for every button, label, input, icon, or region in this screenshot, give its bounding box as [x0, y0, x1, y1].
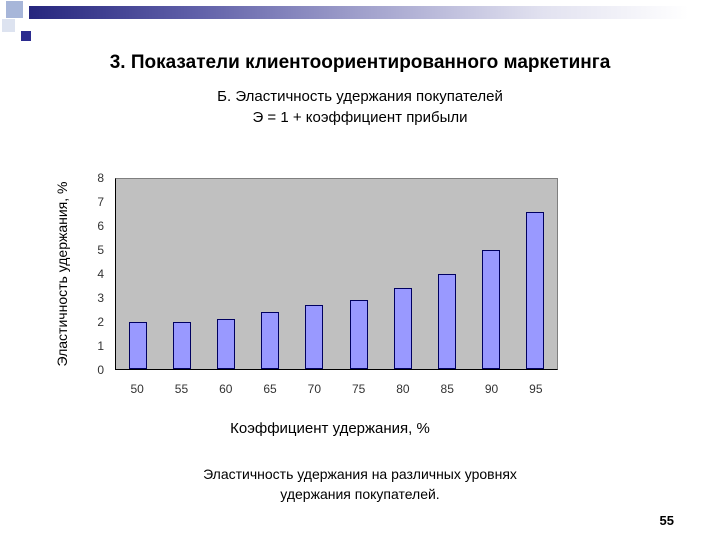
bar-slot: [469, 179, 513, 369]
x-axis-title: Коэффициент удержания, %: [230, 420, 430, 437]
bar-65: [261, 312, 280, 369]
bar-slot: [116, 179, 160, 369]
x-tick-label: 70: [307, 382, 322, 396]
bar-slot: [204, 179, 248, 369]
x-tick-label: 85: [440, 382, 454, 396]
bar-75: [349, 300, 368, 369]
decoration-gradient-bar: [29, 6, 689, 19]
bar-55: [173, 321, 192, 369]
bar-slot: [248, 179, 292, 369]
bar-slot: [160, 179, 204, 369]
bar-60: [217, 319, 236, 369]
x-tick-label: 75: [351, 382, 366, 396]
y-tick-label: 7: [97, 195, 104, 209]
bar-80: [393, 288, 412, 369]
x-tick-label: 60: [219, 382, 233, 396]
bar-slot: [336, 179, 380, 369]
x-tick-label: 50: [130, 382, 144, 396]
y-axis-tick-labels: 0 1 2 3 4 5 6 7 8: [84, 172, 110, 376]
chart-caption: Эластичность удержания на различных уров…: [0, 464, 720, 504]
y-tick-label: 1: [97, 339, 104, 353]
y-tick-label: 3: [97, 291, 104, 305]
caption-line-2: удержания покупателей.: [280, 486, 440, 502]
y-tick-label: 2: [97, 315, 104, 329]
y-tick-label: 6: [97, 219, 104, 233]
page-number: 55: [659, 513, 674, 528]
y-axis-title: Эластичность удержания, %: [54, 181, 70, 367]
bar-slot: [381, 179, 425, 369]
bar-chart-plot-area: [115, 178, 558, 370]
bar-70: [305, 304, 324, 369]
y-tick-label: 5: [97, 243, 104, 257]
y-tick-label: 8: [97, 171, 104, 185]
x-tick-label: 95: [529, 382, 543, 396]
subtitle-line-1: Б. Эластичность удержания покупателей: [217, 88, 503, 105]
subtitle-line-2: Э = 1 + коэффициент прибыли: [252, 109, 468, 126]
bar-slot: [513, 179, 557, 369]
bar-50: [129, 321, 148, 369]
bar-95: [525, 212, 544, 369]
bar-85: [437, 274, 456, 369]
x-tick-label: 65: [263, 382, 277, 396]
x-tick-label: 90: [484, 382, 499, 396]
y-tick-label: 4: [97, 267, 104, 281]
decoration-square-navy: [21, 31, 31, 41]
x-tick-label: 55: [174, 382, 189, 396]
decoration-square-light-blue: [6, 1, 23, 18]
bar-slot: [292, 179, 336, 369]
decoration-square-gray: [2, 19, 15, 32]
chart-subtitle: Б. Эластичность удержания покупателей Э …: [0, 86, 720, 128]
bar-90: [481, 250, 500, 369]
x-axis-tick-labels: 50 55 60 65 70 75 80 85 90 95: [115, 382, 558, 396]
bar-slot: [425, 179, 469, 369]
slide-title: 3. Показатели клиентоориентированного ма…: [109, 52, 611, 73]
x-tick-label: 80: [396, 382, 410, 396]
caption-line-1: Эластичность удержания на различных уров…: [203, 466, 517, 482]
y-tick-label: 0: [97, 363, 104, 377]
